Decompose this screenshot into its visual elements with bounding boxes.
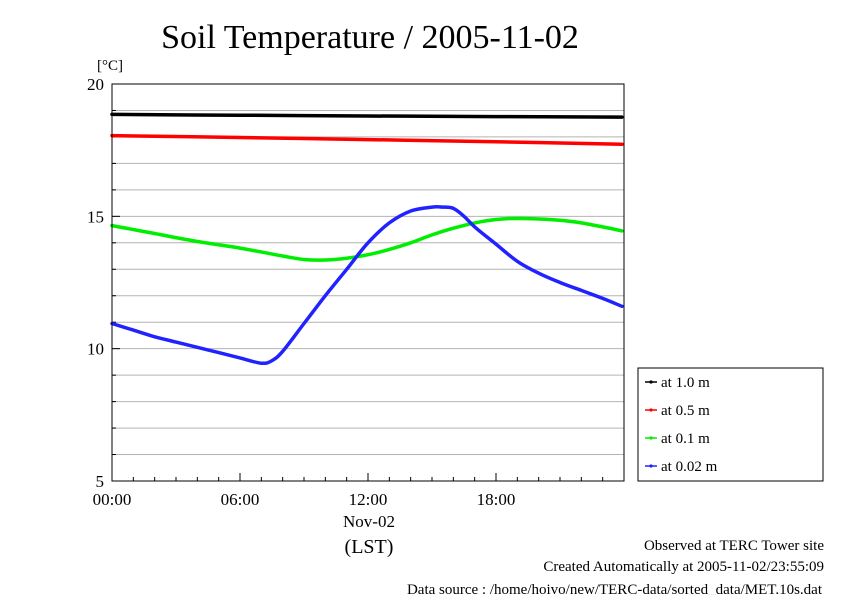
legend-label: at 0.5 m xyxy=(661,403,710,419)
series-line-4 xyxy=(110,204,624,366)
x-date-label: Nov-02 xyxy=(343,512,395,531)
legend: at 1.0 m at 0.5 m at 0.1 m at 0.02 m xyxy=(637,367,824,482)
footer-created: Created Automatically at 2005-11-02/23:5… xyxy=(543,559,824,575)
y-axis-unit: [°C] xyxy=(97,58,123,74)
legend-marker xyxy=(649,380,653,384)
footer-observed: Observed at TERC Tower site xyxy=(644,538,824,554)
series-line-1 xyxy=(110,112,624,119)
y-tick-label: 5 xyxy=(96,472,105,491)
x-tick-label: 06:00 xyxy=(221,490,260,509)
grid-lines xyxy=(112,109,624,456)
y-tick-label: 15 xyxy=(87,207,104,226)
x-axis-label: (LST) xyxy=(345,536,394,558)
footer-source: Data source : /home/hoivo/new/TERC-data/… xyxy=(407,582,823,595)
legend-label: at 1.0 m xyxy=(661,375,710,391)
legend-marker xyxy=(649,408,653,412)
y-tick-label: 10 xyxy=(87,340,104,359)
x-tick-label: 18:00 xyxy=(477,490,516,509)
legend-label: at 0.1 m xyxy=(661,431,710,447)
series-line-2 xyxy=(110,133,624,147)
x-tick-label: 00:00 xyxy=(93,490,132,509)
y-tick-label: 20 xyxy=(87,75,104,94)
legend-marker xyxy=(649,464,653,468)
legend-marker xyxy=(649,436,653,440)
x-tick-label: 12:00 xyxy=(349,490,388,509)
legend-box xyxy=(637,367,824,482)
series-lines xyxy=(110,112,624,366)
plot-frame xyxy=(111,83,625,482)
axis-ticks: 5 10 15 20 00:00 06:00 12:00 18:00 xyxy=(87,75,625,509)
chart-title: Soil Temperature / 2005-11-02 xyxy=(161,19,579,56)
legend-label: at 0.02 m xyxy=(661,459,718,475)
series-line-3 xyxy=(110,216,624,262)
